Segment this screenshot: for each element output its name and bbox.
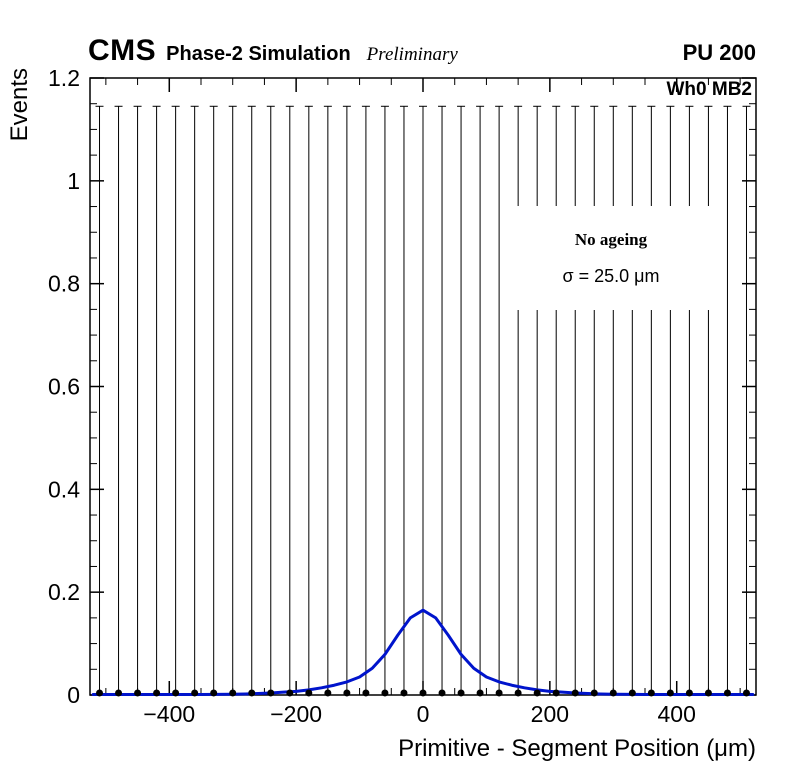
data-marker (666, 689, 674, 697)
data-marker (476, 689, 484, 697)
data-marker (153, 689, 161, 697)
data-marker (685, 689, 693, 697)
data-marker (381, 689, 389, 697)
y-tick-label: 0 (67, 682, 80, 708)
x-tick-label: 400 (658, 701, 696, 727)
x-tick-label: 0 (417, 701, 430, 727)
preliminary-label: Preliminary (366, 44, 458, 65)
data-marker (134, 689, 142, 697)
data-marker (229, 689, 237, 697)
data-marker (742, 689, 750, 697)
data-marker (324, 689, 332, 697)
y-tick-label: 0.2 (48, 579, 80, 605)
data-marker (628, 689, 636, 697)
data-marker (400, 689, 408, 697)
data-marker (647, 689, 655, 697)
data-marker (457, 689, 465, 697)
y-tick-label: 1.2 (48, 65, 80, 91)
x-tick-label: −200 (270, 701, 322, 727)
data-marker (343, 689, 351, 697)
data-marker (210, 689, 218, 697)
data-marker (590, 689, 598, 697)
data-marker (191, 689, 199, 697)
x-tick-label: −400 (143, 701, 195, 727)
data-marker (552, 689, 560, 697)
data-marker (305, 689, 313, 697)
data-marker (438, 689, 446, 697)
data-marker (172, 689, 180, 697)
y-tick-label: 1 (67, 168, 80, 194)
annotation-box: No ageing σ = 25.0 μm (512, 206, 710, 310)
data-marker (723, 689, 731, 697)
sigma-value-label: σ = 25.0 μm (562, 265, 660, 286)
phase2-simulation-label: Phase-2 Simulation (166, 43, 351, 65)
y-tick-label: 0.6 (48, 374, 80, 400)
data-marker (419, 689, 427, 697)
cms-label: CMS (88, 34, 157, 67)
fit-curve (91, 608, 755, 696)
data-marker (495, 689, 503, 697)
pileup-label: PU 200 (682, 40, 756, 65)
ageing-scenario-label: No ageing (574, 229, 648, 249)
data-marker (704, 689, 712, 697)
data-marker (267, 689, 275, 697)
data-marker (115, 689, 123, 697)
data-marker (286, 689, 294, 697)
data-marker (362, 689, 370, 697)
wheel-station-label: Wh0 MB2 (666, 79, 753, 100)
data-marker (96, 689, 104, 697)
y-tick-label: 0.8 (48, 271, 80, 297)
data-marker (571, 689, 579, 697)
data-marker (248, 689, 256, 697)
y-axis-title: Events (6, 68, 33, 142)
data-marker (609, 689, 617, 697)
x-axis-title: Primitive - Segment Position (μm) (398, 735, 756, 762)
data-marker (514, 689, 522, 697)
plot-header: CMS Phase-2 Simulation Preliminary (88, 34, 458, 68)
data-marker (533, 689, 541, 697)
x-tick-label: 200 (531, 701, 569, 727)
y-tick-label: 0.4 (48, 476, 80, 502)
